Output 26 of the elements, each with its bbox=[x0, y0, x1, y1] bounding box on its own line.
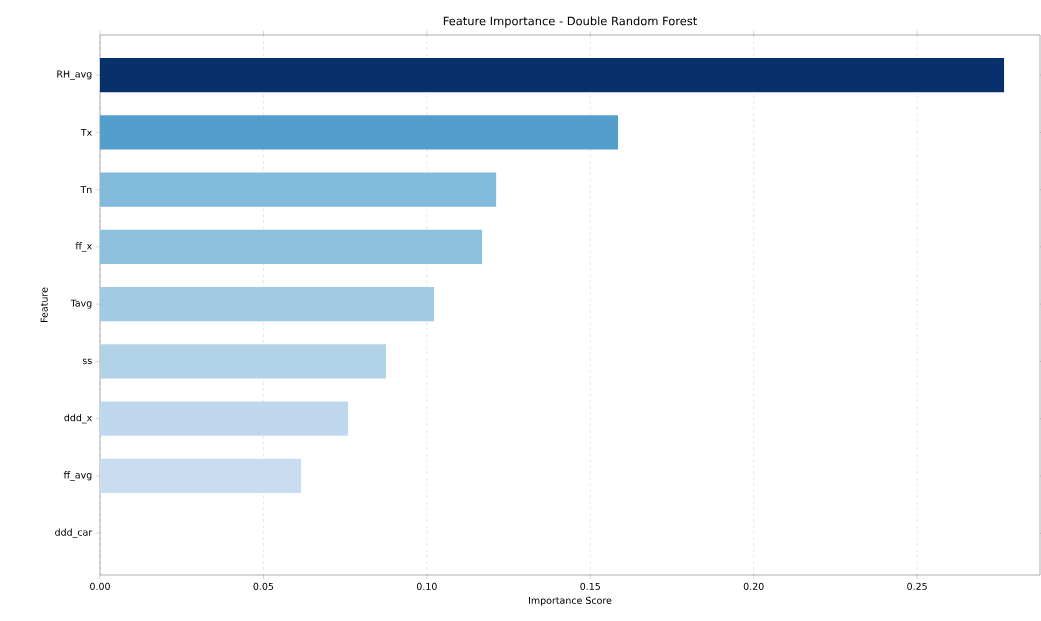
y-tick-label: ss bbox=[82, 358, 92, 365]
x-tick-label: 0.05 bbox=[253, 582, 274, 590]
x-tick-label: 0.00 bbox=[90, 582, 110, 590]
x-tick-label: 0.15 bbox=[580, 582, 600, 590]
y-tick-label: ff_avg bbox=[63, 471, 92, 481]
x-tick-label: 0.25 bbox=[907, 582, 927, 590]
bar bbox=[100, 229, 483, 265]
bar bbox=[100, 57, 1005, 93]
bar bbox=[100, 172, 497, 207]
y-tick-label: ddd_x bbox=[64, 413, 92, 424]
y-tick-label: ff_x bbox=[75, 242, 92, 252]
chart-title: Feature Importance - Double Random Forest bbox=[443, 16, 697, 28]
bar bbox=[100, 344, 386, 379]
bar bbox=[100, 115, 619, 150]
x-tick-label: 0.10 bbox=[416, 582, 437, 590]
y-tick-label: Tavg bbox=[70, 299, 92, 309]
bar bbox=[100, 286, 435, 322]
x-axis-title: Importance Score bbox=[529, 596, 612, 606]
y-tick-label: Tn bbox=[80, 186, 92, 194]
bar bbox=[100, 401, 349, 436]
y-tick-label: Tx bbox=[80, 128, 92, 136]
bar bbox=[100, 458, 302, 494]
y-axis-title: Feature bbox=[40, 287, 48, 322]
y-tick-label: ddd_car bbox=[55, 528, 93, 538]
y-tick-label: RH_avg bbox=[57, 70, 92, 80]
x-tick-label: 0.20 bbox=[743, 582, 764, 590]
